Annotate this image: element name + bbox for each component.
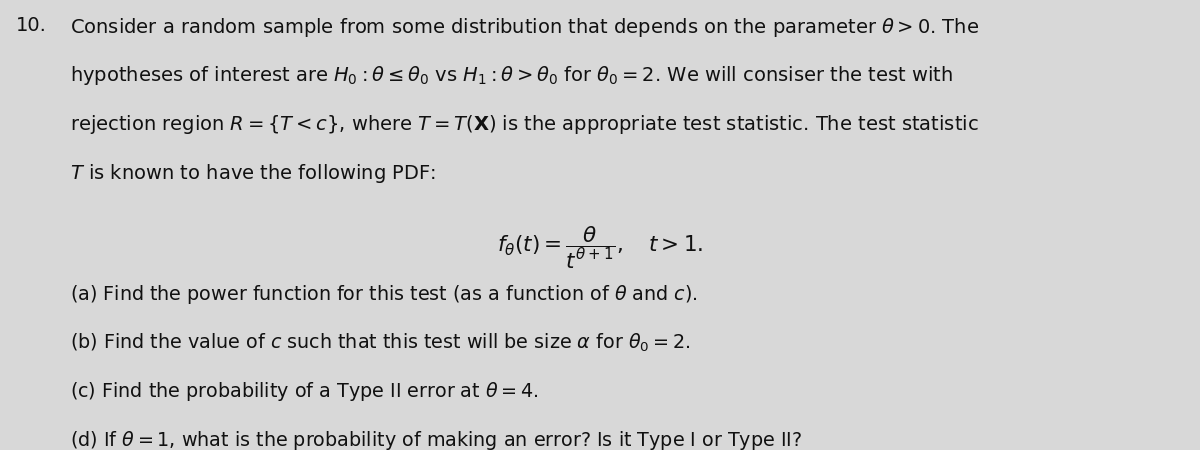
Text: (a) Find the power function for this test (as a function of $\theta$ and $c$).: (a) Find the power function for this tes… bbox=[70, 283, 697, 306]
Text: $f_\theta(t) = \dfrac{\theta}{t^{\theta+1}},\quad t > 1.$: $f_\theta(t) = \dfrac{\theta}{t^{\theta+… bbox=[497, 225, 703, 271]
Text: (b) Find the value of $c$ such that this test will be size $\alpha$ for $\theta_: (b) Find the value of $c$ such that this… bbox=[70, 332, 690, 354]
Text: hypotheses of interest are $H_0 : \theta \leq \theta_0$ vs $H_1 : \theta > \thet: hypotheses of interest are $H_0 : \theta… bbox=[70, 64, 953, 87]
Text: 10.: 10. bbox=[16, 16, 47, 35]
Text: rejection region $R = \{T < c\}$, where $T = T(\mathbf{X})$ is the appropriate t: rejection region $R = \{T < c\}$, where … bbox=[70, 113, 978, 136]
Text: (d) If $\theta = 1$, what is the probability of making an error? Is it Type I or: (d) If $\theta = 1$, what is the probabi… bbox=[70, 429, 802, 450]
Text: (c) Find the probability of a Type II error at $\theta = 4$.: (c) Find the probability of a Type II er… bbox=[70, 380, 539, 403]
Text: $T$ is known to have the following PDF:: $T$ is known to have the following PDF: bbox=[70, 162, 436, 184]
Text: Consider a random sample from some distribution that depends on the parameter $\: Consider a random sample from some distr… bbox=[70, 16, 979, 39]
